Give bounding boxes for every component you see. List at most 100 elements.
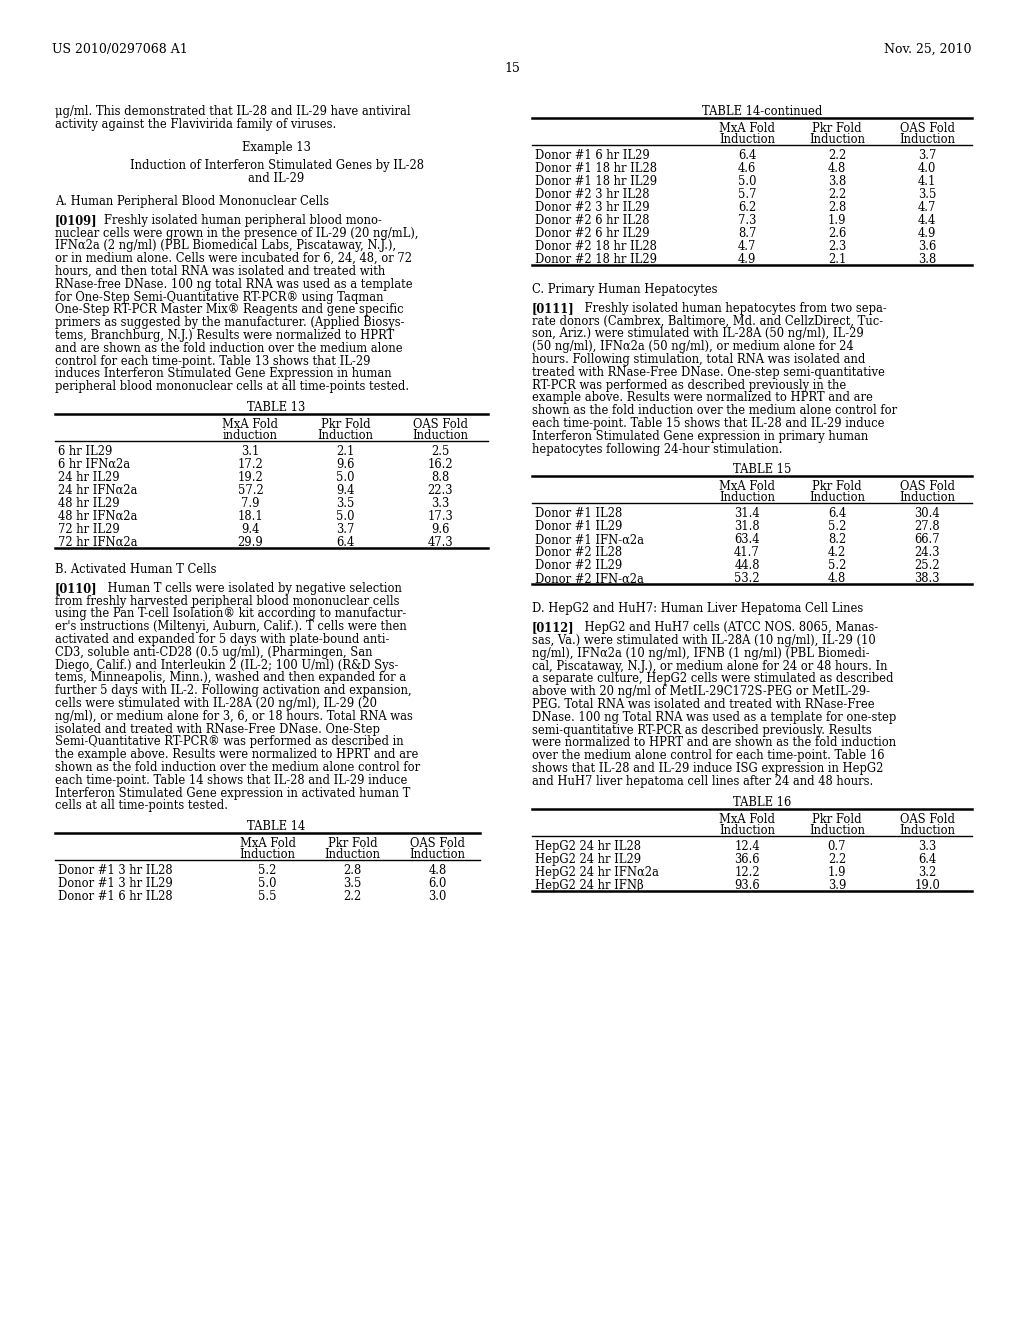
Text: using the Pan T-cell Isolation® kit according to manufactur-: using the Pan T-cell Isolation® kit acco…	[55, 607, 407, 620]
Text: MxA Fold: MxA Fold	[719, 480, 775, 494]
Text: 72 hr IFNα2a: 72 hr IFNα2a	[58, 536, 137, 549]
Text: 3.5: 3.5	[343, 878, 361, 890]
Text: 7.9: 7.9	[242, 498, 260, 510]
Text: 2.6: 2.6	[827, 227, 846, 240]
Text: CD3, soluble anti-CD28 (0.5 ug/ml), (Pharmingen, San: CD3, soluble anti-CD28 (0.5 ug/ml), (Pha…	[55, 645, 373, 659]
Text: 3.3: 3.3	[918, 840, 936, 853]
Text: 3.9: 3.9	[827, 879, 846, 891]
Text: B. Activated Human T Cells: B. Activated Human T Cells	[55, 564, 216, 576]
Text: 15: 15	[504, 62, 520, 75]
Text: Donor #2 6 hr IL28: Donor #2 6 hr IL28	[535, 214, 649, 227]
Text: 24 hr IL29: 24 hr IL29	[58, 471, 120, 484]
Text: 53.2: 53.2	[734, 573, 760, 585]
Text: and are shown as the fold induction over the medium alone: and are shown as the fold induction over…	[55, 342, 402, 355]
Text: hours, and then total RNA was isolated and treated with: hours, and then total RNA was isolated a…	[55, 265, 385, 279]
Text: cal, Piscataway, N.J.), or medium alone for 24 or 48 hours. In: cal, Piscataway, N.J.), or medium alone …	[532, 660, 888, 673]
Text: for One-Step Semi-Quantitative RT-PCR® using Taqman: for One-Step Semi-Quantitative RT-PCR® u…	[55, 290, 384, 304]
Text: 5.0: 5.0	[737, 176, 757, 187]
Text: 17.3: 17.3	[428, 510, 454, 523]
Text: Donor #2 IFN-α2a: Donor #2 IFN-α2a	[535, 573, 644, 585]
Text: and HuH7 liver hepatoma cell lines after 24 and 48 hours.: and HuH7 liver hepatoma cell lines after…	[532, 775, 873, 788]
Text: 36.6: 36.6	[734, 853, 760, 866]
Text: A. Human Peripheral Blood Mononuclear Cells: A. Human Peripheral Blood Mononuclear Ce…	[55, 195, 329, 209]
Text: 63.4: 63.4	[734, 533, 760, 546]
Text: Donor #1 IL29: Donor #1 IL29	[535, 520, 623, 533]
Text: 5.0: 5.0	[336, 471, 354, 484]
Text: ng/ml), IFNα2a (10 ng/ml), IFNB (1 ng/ml) (PBL Biomedi-: ng/ml), IFNα2a (10 ng/ml), IFNB (1 ng/ml…	[532, 647, 869, 660]
Text: ng/ml), or medium alone for 3, 6, or 18 hours. Total RNA was: ng/ml), or medium alone for 3, 6, or 18 …	[55, 710, 413, 723]
Text: 3.1: 3.1	[242, 445, 260, 458]
Text: 24.3: 24.3	[914, 546, 940, 560]
Text: 17.2: 17.2	[238, 458, 263, 471]
Text: 27.8: 27.8	[914, 520, 940, 533]
Text: nuclear cells were grown in the presence of IL-29 (20 ng/mL),: nuclear cells were grown in the presence…	[55, 227, 419, 240]
Text: 2.8: 2.8	[343, 865, 361, 878]
Text: OAS Fold: OAS Fold	[899, 121, 954, 135]
Text: OAS Fold: OAS Fold	[899, 813, 954, 825]
Text: 2.5: 2.5	[431, 445, 450, 458]
Text: 3.8: 3.8	[827, 176, 846, 187]
Text: 3.5: 3.5	[336, 498, 354, 510]
Text: Induction: Induction	[719, 824, 775, 837]
Text: peripheral blood mononuclear cells at all time-points tested.: peripheral blood mononuclear cells at al…	[55, 380, 410, 393]
Text: 2.2: 2.2	[343, 890, 361, 903]
Text: rate donors (Cambrex, Baltimore, Md. and CellzDirect, Tuc-: rate donors (Cambrex, Baltimore, Md. and…	[532, 314, 883, 327]
Text: Donor #2 18 hr IL28: Donor #2 18 hr IL28	[535, 240, 656, 253]
Text: 5.2: 5.2	[827, 560, 846, 573]
Text: 8.8: 8.8	[431, 471, 450, 484]
Text: 3.2: 3.2	[918, 866, 936, 879]
Text: Induction: Induction	[410, 849, 466, 861]
Text: Pkr Fold: Pkr Fold	[328, 837, 377, 850]
Text: were normalized to HPRT and are shown as the fold induction: were normalized to HPRT and are shown as…	[532, 737, 896, 750]
Text: 4.9: 4.9	[918, 227, 936, 240]
Text: Semi-Quantitative RT-PCR® was performed as described in: Semi-Quantitative RT-PCR® was performed …	[55, 735, 403, 748]
Text: Induction: Induction	[413, 429, 469, 442]
Text: Induction: Induction	[899, 824, 955, 837]
Text: 4.7: 4.7	[918, 201, 936, 214]
Text: 8.7: 8.7	[738, 227, 756, 240]
Text: 12.4: 12.4	[734, 840, 760, 853]
Text: 1.9: 1.9	[827, 866, 846, 879]
Text: Donor #2 3 hr IL29: Donor #2 3 hr IL29	[535, 201, 649, 214]
Text: 5.0: 5.0	[258, 878, 276, 890]
Text: each time-point. Table 14 shows that IL-28 and IL-29 induce: each time-point. Table 14 shows that IL-…	[55, 774, 408, 787]
Text: 18.1: 18.1	[238, 510, 263, 523]
Text: [0111]: [0111]	[532, 302, 574, 314]
Text: D. HepG2 and HuH7: Human Liver Hepatoma Cell Lines: D. HepG2 and HuH7: Human Liver Hepatoma …	[532, 602, 863, 615]
Text: HepG2 24 hr IFNα2a: HepG2 24 hr IFNα2a	[535, 866, 658, 879]
Text: 6.4: 6.4	[738, 149, 756, 162]
Text: Example 13: Example 13	[242, 141, 311, 153]
Text: 19.0: 19.0	[914, 879, 940, 891]
Text: 2.2: 2.2	[827, 149, 846, 162]
Text: TABLE 14: TABLE 14	[248, 820, 305, 833]
Text: 5.2: 5.2	[258, 865, 276, 878]
Text: 3.3: 3.3	[431, 498, 450, 510]
Text: 1.9: 1.9	[827, 214, 846, 227]
Text: 2.8: 2.8	[827, 201, 846, 214]
Text: Induction: Induction	[809, 133, 865, 147]
Text: 29.9: 29.9	[238, 536, 263, 549]
Text: 9.4: 9.4	[242, 523, 260, 536]
Text: 2.2: 2.2	[827, 853, 846, 866]
Text: 6.4: 6.4	[918, 853, 936, 866]
Text: OAS Fold: OAS Fold	[413, 418, 468, 432]
Text: 2.3: 2.3	[827, 240, 846, 253]
Text: 9.4: 9.4	[336, 484, 354, 498]
Text: RNase-free DNase. 100 ng total RNA was used as a template: RNase-free DNase. 100 ng total RNA was u…	[55, 277, 413, 290]
Text: [0109]: [0109]	[55, 214, 97, 227]
Text: 4.8: 4.8	[428, 865, 446, 878]
Text: Induction of Interferon Stimulated Genes by IL-28: Induction of Interferon Stimulated Genes…	[129, 160, 424, 173]
Text: tems, Minneapolis, Minn.), washed and then expanded for a: tems, Minneapolis, Minn.), washed and th…	[55, 672, 407, 684]
Text: 4.4: 4.4	[918, 214, 936, 227]
Text: 2.1: 2.1	[827, 253, 846, 267]
Text: a separate culture, HepG2 cells were stimulated as described: a separate culture, HepG2 cells were sti…	[532, 672, 894, 685]
Text: 2.1: 2.1	[336, 445, 354, 458]
Text: 9.6: 9.6	[336, 458, 354, 471]
Text: 7.3: 7.3	[738, 214, 756, 227]
Text: Human T cells were isolated by negative selection: Human T cells were isolated by negative …	[93, 582, 401, 595]
Text: 6.4: 6.4	[336, 536, 354, 549]
Text: over the medium alone control for each time-point. Table 16: over the medium alone control for each t…	[532, 750, 885, 762]
Text: Nov. 25, 2010: Nov. 25, 2010	[885, 44, 972, 55]
Text: HepG2 and HuH7 cells (ATCC NOS. 8065, Manas-: HepG2 and HuH7 cells (ATCC NOS. 8065, Ma…	[570, 622, 879, 634]
Text: Induction: Induction	[325, 849, 381, 861]
